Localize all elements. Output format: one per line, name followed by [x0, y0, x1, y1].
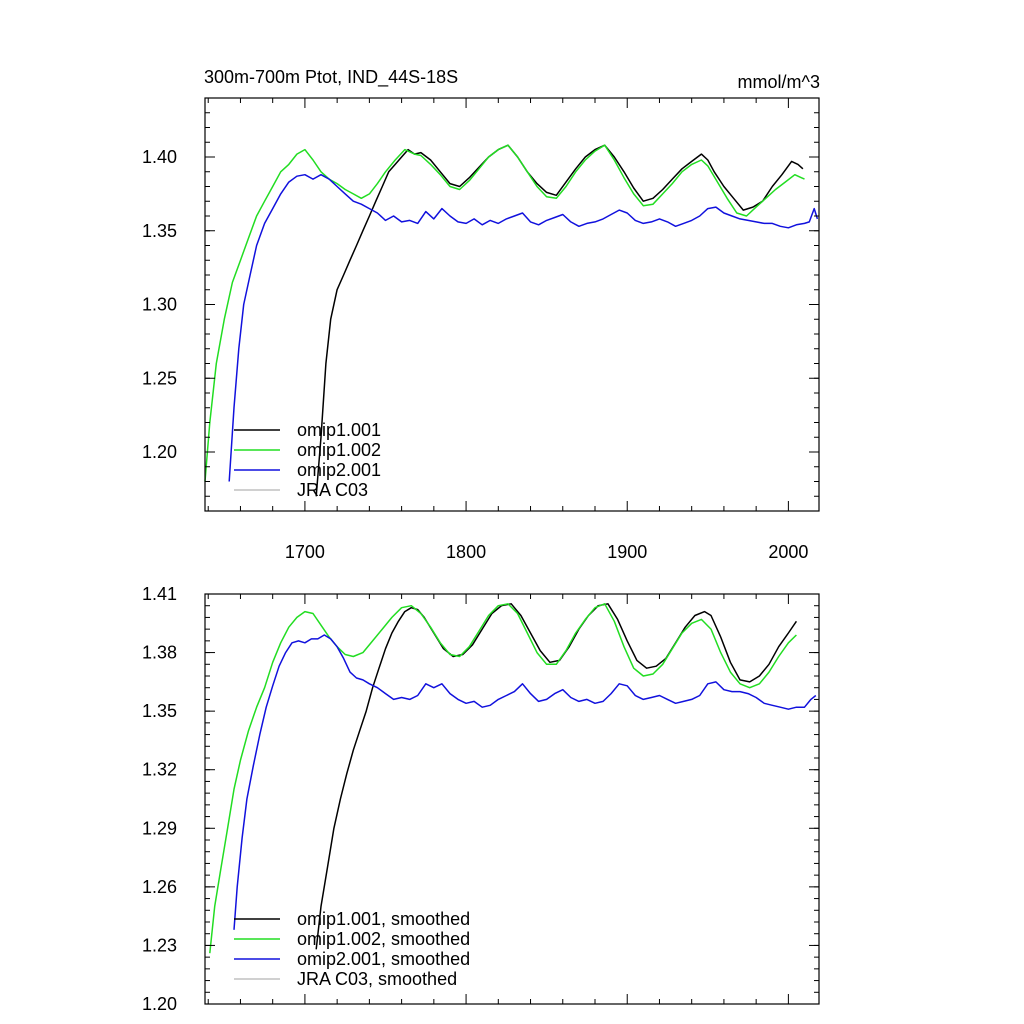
x-tick-label: 2000 [768, 542, 808, 562]
y-tick-label: 1.25 [142, 368, 177, 388]
y-tick-label: 1.26 [142, 877, 177, 897]
legend-label: omip2.001 [297, 460, 381, 480]
legend-label: JRA C03 [297, 480, 368, 500]
series-line-3 [228, 173, 819, 482]
series-line-2 [209, 603, 797, 954]
y-tick-label: 1.41 [142, 584, 177, 604]
legend-label: omip1.002 [297, 440, 381, 460]
top-panel-ticks: 1.20 1.25 1.30 1.35 1.40 1700 1800 1900 2000 [142, 97, 819, 562]
y-tick-label: 1.38 [142, 643, 177, 663]
y-tick-label: 1.35 [142, 701, 177, 721]
y-tick-label: 1.35 [142, 221, 177, 241]
y-tick-label: 1.23 [142, 935, 177, 955]
bottom-panel-frame [204, 593, 820, 1005]
legend-label: JRA C03, smoothed [297, 969, 457, 989]
series-line-3 [233, 634, 817, 930]
top-panel: 1.20 1.25 1.30 1.35 1.40 1700 1800 1900 2000 omi… [142, 97, 820, 562]
legend-label: omip1.002, smoothed [297, 929, 470, 949]
y-tick-label: 1.32 [142, 760, 177, 780]
bottom-panel-ticks: 1.20 1.23 1.26 1.29 1.32 1.35 1.38 1.41 [142, 584, 819, 1014]
y-tick-label: 1.20 [142, 442, 177, 462]
y-tick-label: 1.40 [142, 147, 177, 167]
legend-label: omip2.001, smoothed [297, 949, 470, 969]
bottom-panel-series [209, 603, 817, 954]
legend-label: omip1.001, smoothed [297, 909, 470, 929]
top-panel-series [204, 144, 819, 497]
legend-label: omip1.001 [297, 420, 381, 440]
series-line-1 [315, 603, 798, 950]
y-tick-label: 1.30 [142, 295, 177, 315]
series-line-2 [204, 144, 805, 482]
y-tick-label: 1.20 [142, 994, 177, 1014]
units-label: mmol/m^3 [738, 72, 820, 92]
x-tick-label: 1800 [446, 542, 486, 562]
bottom-panel: 1.20 1.23 1.26 1.29 1.32 1.35 1.38 1.41 omip1.0… [142, 584, 820, 1014]
chart-title: 300m-700m Ptot, IND_44S-18S [204, 67, 458, 88]
x-tick-label: 1900 [607, 542, 647, 562]
y-tick-label: 1.29 [142, 818, 177, 838]
series-line-1 [315, 144, 804, 497]
x-tick-label: 1700 [285, 542, 325, 562]
